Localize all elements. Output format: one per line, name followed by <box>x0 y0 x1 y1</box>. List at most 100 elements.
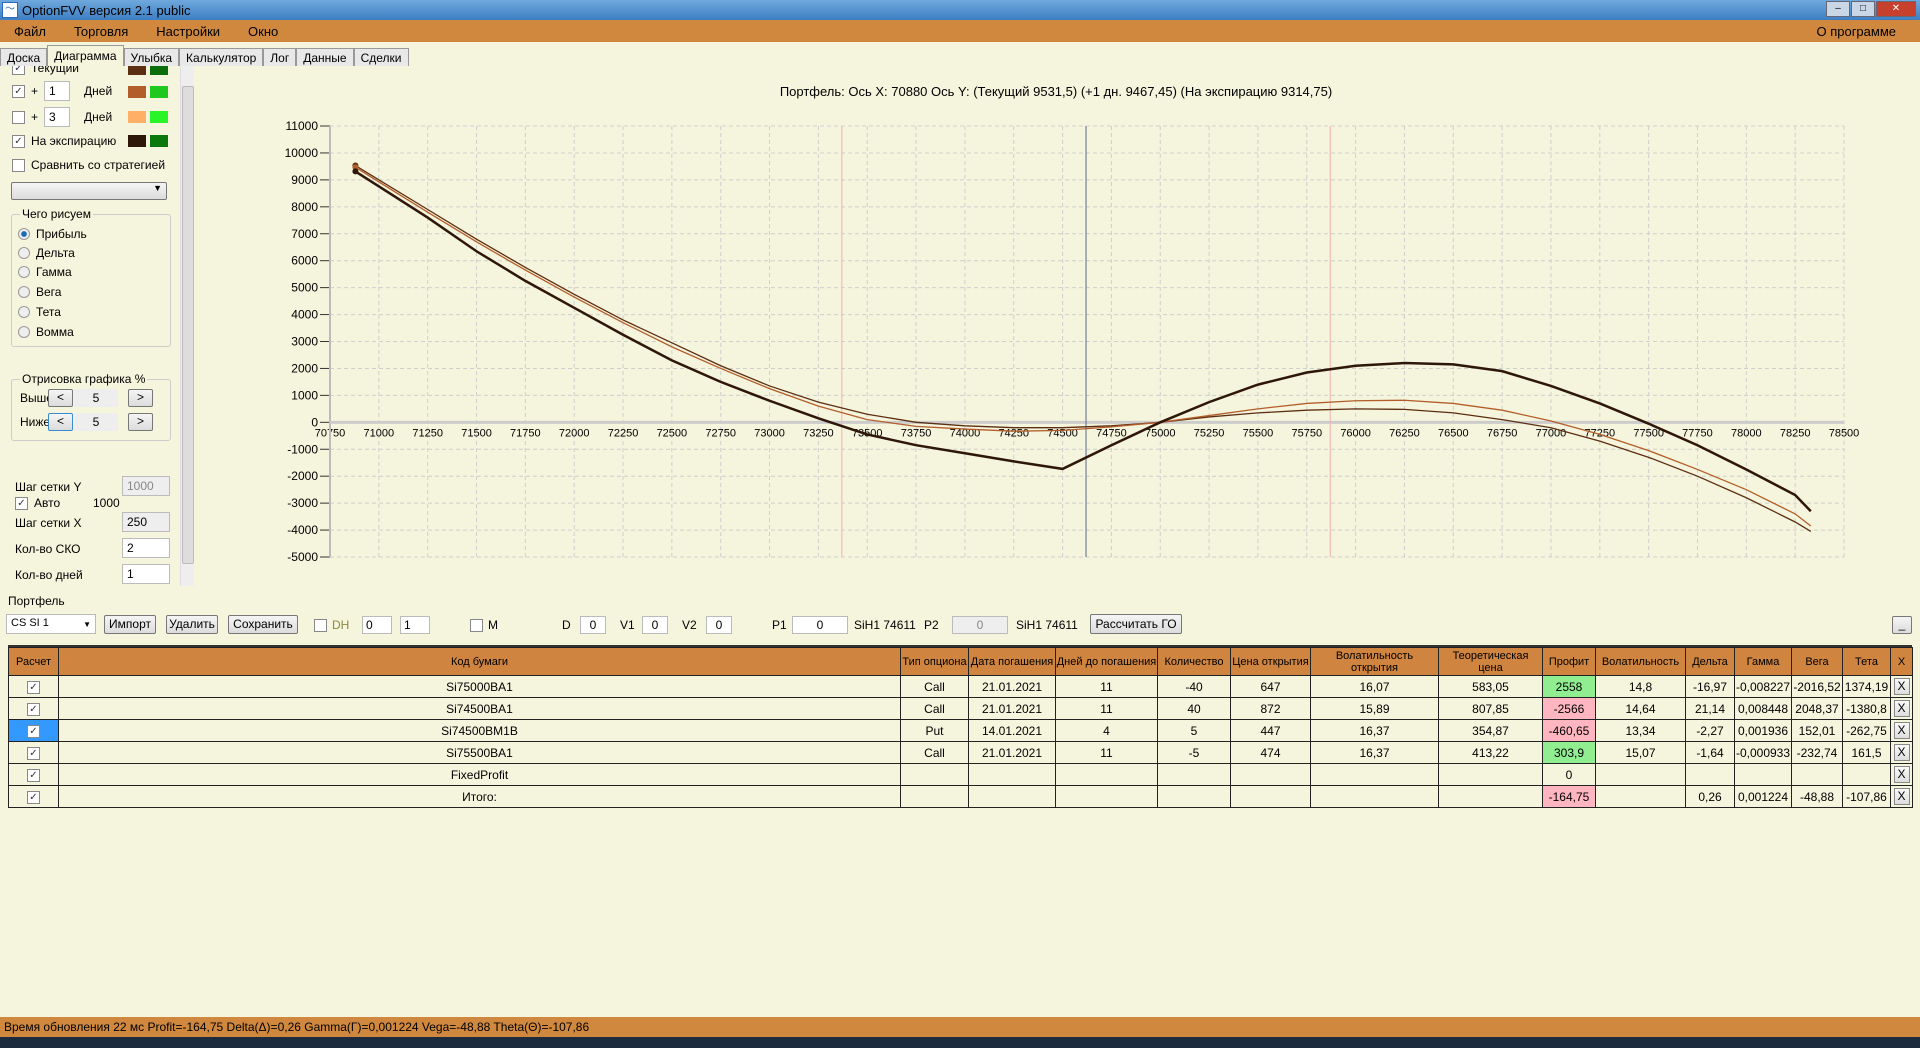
column-header[interactable]: Тета <box>1842 647 1891 676</box>
scrollbar-thumb[interactable] <box>182 86 194 564</box>
column-header[interactable]: Теоретическая цена <box>1438 647 1543 676</box>
below-increase-button[interactable]: > <box>128 413 153 431</box>
maximize-button[interactable]: □ <box>1851 1 1875 17</box>
column-header[interactable]: Дата погашения <box>968 647 1056 676</box>
plus3-checkbox[interactable] <box>12 110 25 124</box>
calc-checkbox[interactable]: ✓ <box>27 747 40 760</box>
v1-input[interactable]: 0 <box>642 616 668 634</box>
remove-row-button[interactable]: X <box>1893 700 1910 717</box>
column-header[interactable]: Гамма <box>1734 647 1792 676</box>
column-header[interactable]: Код бумаги <box>58 647 901 676</box>
table-row[interactable]: ✓ Si74500BM1B Put 14.01.2021 4 5 447 16,37 354,8… <box>8 719 1913 742</box>
tab-smile[interactable]: Улыбка <box>123 48 180 66</box>
current-greek-color-swatch[interactable] <box>150 66 168 75</box>
tab-log[interactable]: Лог <box>263 48 297 66</box>
radio-profit[interactable]: Прибыль <box>18 227 87 241</box>
calculate-margin-button[interactable]: Рассчитать ГО <box>1090 614 1182 634</box>
calc-checkbox[interactable]: ✓ <box>27 769 40 782</box>
column-header[interactable]: Расчет <box>8 647 59 676</box>
column-header[interactable]: Волатильность <box>1595 647 1686 676</box>
current-checkbox[interactable]: ✓ <box>12 66 25 75</box>
radio-vega[interactable]: Вега <box>18 285 61 299</box>
remove-row-button[interactable]: X <box>1893 678 1910 695</box>
table-row[interactable]: ✓ Si74500BA1 Call 21.01.2021 11 40 872 15,89 807… <box>8 697 1913 720</box>
radio-icon <box>18 286 30 298</box>
column-header[interactable]: Количество <box>1157 647 1231 676</box>
menu-settings[interactable]: Настройки <box>156 23 221 39</box>
v2-input[interactable]: 0 <box>706 616 732 634</box>
radio-theta[interactable]: Тета <box>18 305 61 319</box>
delete-button[interactable]: Удалить <box>166 615 218 634</box>
above-decrease-button[interactable]: < <box>48 389 73 407</box>
above-increase-button[interactable]: > <box>128 389 153 407</box>
d-input[interactable]: 0 <box>580 616 606 634</box>
column-header[interactable]: Цена открытия <box>1230 647 1311 676</box>
column-header[interactable]: Тип опциона <box>900 647 969 676</box>
grid-x-input[interactable]: 250 <box>122 512 170 532</box>
tab-calculator[interactable]: Калькулятор <box>179 48 264 66</box>
menu-file[interactable]: Файл <box>14 23 46 39</box>
radio-delta[interactable]: Дельта <box>18 246 75 260</box>
sko-input[interactable]: 2 <box>122 538 170 558</box>
table-row[interactable]: ✓ Si75500BA1 Call 21.01.2021 11 -5 474 16,37 413… <box>8 741 1913 764</box>
left-panel-scrollbar[interactable] <box>180 66 194 586</box>
p2-input[interactable]: 0 <box>952 616 1008 634</box>
menu-window[interactable]: Окно <box>248 23 279 39</box>
grid-y-input[interactable]: 1000 <box>122 476 170 496</box>
table-row[interactable]: ✓ FixedProfit 0 X <box>8 763 1913 786</box>
spin1-input[interactable]: 0 <box>362 616 392 634</box>
cell-vol <box>1595 785 1686 808</box>
plus1-days-input[interactable]: 1 <box>44 81 71 101</box>
import-button[interactable]: Импорт <box>104 615 156 634</box>
auto-checkbox[interactable]: ✓ <box>15 496 28 510</box>
plus3-greek-color-swatch[interactable] <box>150 111 168 123</box>
remove-row-button[interactable]: X <box>1893 788 1910 805</box>
column-header[interactable]: Дельта <box>1685 647 1735 676</box>
minimize-button[interactable]: – <box>1826 1 1850 17</box>
column-header[interactable]: Профит <box>1542 647 1596 676</box>
menu-trading[interactable]: Торговля <box>73 23 129 39</box>
table-row[interactable]: ✓ Si75000BA1 Call 21.01.2021 11 -40 647 16,07 58… <box>8 675 1913 698</box>
days-count-input[interactable]: 1 <box>122 564 170 584</box>
tab-board[interactable]: Доска <box>0 48 48 66</box>
plus1-checkbox[interactable]: ✓ <box>12 84 25 98</box>
plus1-color-swatch[interactable] <box>128 86 146 98</box>
plus3-days-input[interactable]: 3 <box>44 107 71 127</box>
calc-checkbox[interactable]: ✓ <box>27 725 40 738</box>
calc-checkbox[interactable]: ✓ <box>27 791 40 804</box>
compare-checkbox[interactable] <box>12 158 25 172</box>
plus3-color-swatch[interactable] <box>128 111 146 123</box>
column-header[interactable]: Волатильность открытия <box>1310 647 1439 676</box>
close-button[interactable]: ✕ <box>1876 1 1916 17</box>
spin2-input[interactable]: 1 <box>400 616 430 634</box>
tab-diagram[interactable]: Диаграмма <box>47 45 124 66</box>
expiry-greek-color-swatch[interactable] <box>150 135 168 147</box>
radio-vomma[interactable]: Вомма <box>18 325 74 339</box>
expiry-color-swatch[interactable] <box>128 135 146 147</box>
dh-checkbox[interactable] <box>314 619 327 632</box>
current-color-swatch[interactable] <box>128 66 146 75</box>
remove-row-button[interactable]: X <box>1893 744 1910 761</box>
cell-type: Call <box>900 741 969 764</box>
m-checkbox[interactable] <box>470 619 483 632</box>
column-header[interactable]: X <box>1890 647 1913 676</box>
calc-checkbox[interactable]: ✓ <box>27 681 40 694</box>
remove-row-button[interactable]: X <box>1893 766 1910 783</box>
table-row[interactable]: ✓ Итого: -164,75 0,26 0,001224 -48,88 -107,86 X <box>8 785 1913 808</box>
calc-checkbox[interactable]: ✓ <box>27 703 40 716</box>
save-button[interactable]: Сохранить <box>228 615 298 634</box>
tab-data[interactable]: Данные <box>296 48 354 66</box>
tab-deals[interactable]: Сделки <box>353 48 409 66</box>
column-header[interactable]: Дней до погашения <box>1055 647 1158 676</box>
portfolio-select[interactable]: CS SI 1 ▼ <box>6 614 96 634</box>
menu-about[interactable]: О программе <box>1816 23 1896 39</box>
remove-row-button[interactable]: X <box>1893 722 1910 739</box>
column-header[interactable]: Вега <box>1791 647 1843 676</box>
p1-input[interactable]: 0 <box>792 616 848 634</box>
collapse-button[interactable]: _ <box>1892 616 1912 634</box>
radio-gamma[interactable]: Гамма <box>18 265 72 279</box>
below-decrease-button[interactable]: < <box>48 413 73 431</box>
expiry-checkbox[interactable]: ✓ <box>12 134 25 148</box>
plus1-greek-color-swatch[interactable] <box>150 86 168 98</box>
strategy-dropdown[interactable]: ▼ <box>11 182 167 200</box>
